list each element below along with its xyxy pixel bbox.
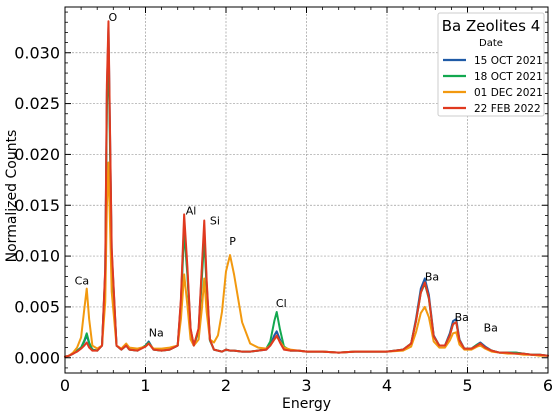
x-axis-title: Energy [282, 396, 331, 412]
y-tick-label: 0.005 [14, 297, 60, 316]
x-tick-labels: 0 1 2 3 4 5 6 [60, 376, 553, 395]
x-tick-label: 5 [462, 376, 472, 395]
legend-label: 22 FEB 2022 [474, 103, 541, 115]
legend-box [437, 12, 545, 117]
legend-label: 01 DEC 2021 [474, 87, 543, 99]
y-axis-title: Normalized Counts [4, 130, 20, 263]
legend-entries: 15 OCT 2021 18 OCT 2021 01 DEC 2021 22 FEB … [443, 55, 543, 115]
peak-label: Ba [425, 270, 439, 283]
series-line [64, 20, 549, 358]
peak-label: Ba [484, 321, 498, 334]
peak-label: Ba [455, 311, 469, 324]
legend: Ba Zeolites 4 Date 15 OCT 2021 18 OCT 202… [437, 12, 545, 117]
x-tick-label: 0 [60, 376, 70, 395]
y-tick-labels: 0.000 0.005 0.010 0.015 0.020 0.025 0.030 [14, 43, 60, 367]
peak-annotations: O Ca Na Al Si P Cl Ba Ba Ba [75, 11, 498, 339]
axis-ticks [64, 7, 549, 373]
y-tick-label: 0.010 [14, 247, 60, 266]
peak-label: O [108, 11, 117, 24]
legend-title: Ba Zeolites 4 [442, 17, 541, 35]
peak-label: Ca [75, 275, 89, 288]
peak-label: Na [149, 326, 164, 339]
peak-label: Al [186, 204, 197, 217]
y-tick-label: 0.030 [14, 43, 60, 62]
series-lines [64, 20, 549, 358]
x-tick-label: 1 [140, 376, 150, 395]
x-tick-label: 6 [543, 376, 553, 395]
legend-label: 15 OCT 2021 [474, 55, 543, 67]
x-tick-label: 2 [221, 376, 231, 395]
peak-label: Cl [276, 297, 287, 310]
peak-label: Si [210, 215, 220, 228]
x-tick-label: 3 [301, 376, 311, 395]
x-tick-label: 4 [382, 376, 392, 395]
peak-label: P [229, 235, 236, 248]
y-tick-label: 0.015 [14, 196, 60, 215]
y-tick-label: 0.000 [14, 348, 60, 367]
legend-label: 18 OCT 2021 [474, 71, 543, 83]
series-line [64, 161, 549, 358]
legend-subtitle: Date [479, 38, 503, 49]
y-tick-label: 0.020 [14, 145, 60, 164]
y-tick-label: 0.025 [14, 94, 60, 113]
